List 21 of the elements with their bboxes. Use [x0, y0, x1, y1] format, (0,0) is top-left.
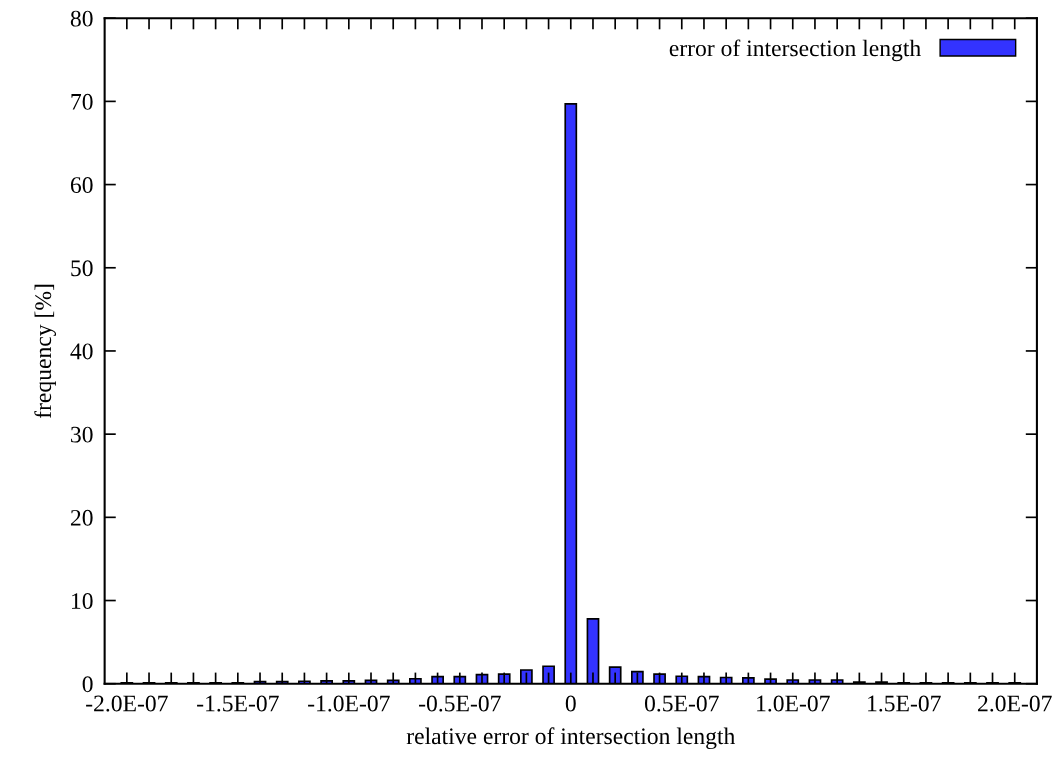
x-axis-title: relative error of intersection length [406, 727, 736, 750]
y-tick-label: 70 [71, 93, 93, 110]
y-tick-label: 10 [72, 593, 93, 609]
y-tick-label: 30 [71, 426, 93, 443]
y-tick-label: 50 [71, 260, 93, 277]
x-tick-label: -1.5E-07 [197, 695, 279, 712]
x-tick-label: -2.0E-07 [86, 695, 168, 712]
legend-label: error of intersection length [669, 39, 921, 62]
x-tick-label: 1.0E-07 [757, 695, 830, 712]
x-tick-label: -0.5E-07 [419, 695, 501, 712]
x-tick-label: 0 [565, 695, 576, 712]
y-tick-label: 0 [82, 676, 93, 693]
x-tick-label: -1.0E-07 [308, 695, 390, 712]
x-tick-label: 2.0E-07 [978, 695, 1052, 712]
x-tick-label: 0.5E-07 [644, 695, 719, 712]
y-axis-title: frequency [%] [34, 284, 57, 419]
y-tick-label: 20 [70, 509, 93, 526]
y-tick-label: 80 [70, 10, 93, 27]
x-tick-label: 1.5E-07 [868, 695, 941, 712]
y-tick-label: 60 [70, 177, 93, 193]
y-tick-label: 40 [70, 343, 93, 360]
